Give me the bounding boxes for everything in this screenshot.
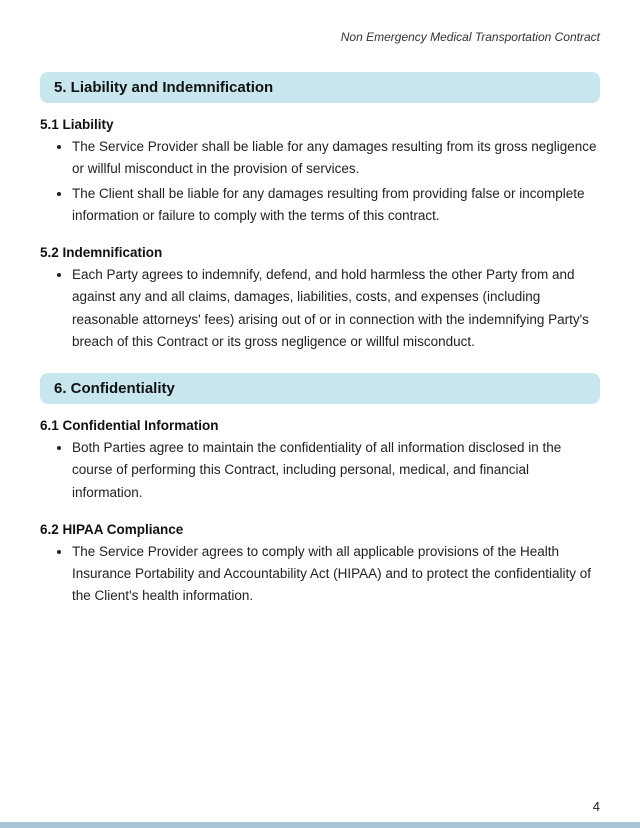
subsection-6-2: 6.2 HIPAA Compliance The Service Provide… [40,522,600,608]
bullet-list: The Service Provider agrees to comply wi… [40,541,600,608]
bullet-list: Both Parties agree to maintain the confi… [40,437,600,504]
list-item: The Client shall be liable for any damag… [72,183,600,228]
subsection-title: 6.1 Confidential Information [40,418,600,433]
subsection-title: 5.2 Indemnification [40,245,600,260]
subsection-title: 6.2 HIPAA Compliance [40,522,600,537]
subsection-title: 5.1 Liability [40,117,600,132]
list-item: Both Parties agree to maintain the confi… [72,437,600,504]
list-item: The Service Provider shall be liable for… [72,136,600,181]
section-5: 5. Liability and Indemnification 5.1 Lia… [40,72,600,353]
bullet-list: The Service Provider shall be liable for… [40,136,600,227]
subsection-5-1: 5.1 Liability The Service Provider shall… [40,117,600,227]
list-item: Each Party agrees to indemnify, defend, … [72,264,600,353]
footer-bar [0,822,640,828]
list-item: The Service Provider agrees to comply wi… [72,541,600,608]
subsection-5-2: 5.2 Indemnification Each Party agrees to… [40,245,600,353]
document-page: Non Emergency Medical Transportation Con… [0,0,640,608]
document-header: Non Emergency Medical Transportation Con… [40,30,600,44]
section-heading: 6. Confidentiality [40,373,600,404]
subsection-6-1: 6.1 Confidential Information Both Partie… [40,418,600,504]
page-number: 4 [593,799,600,814]
section-6: 6. Confidentiality 6.1 Confidential Info… [40,373,600,608]
section-heading: 5. Liability and Indemnification [40,72,600,103]
bullet-list: Each Party agrees to indemnify, defend, … [40,264,600,353]
